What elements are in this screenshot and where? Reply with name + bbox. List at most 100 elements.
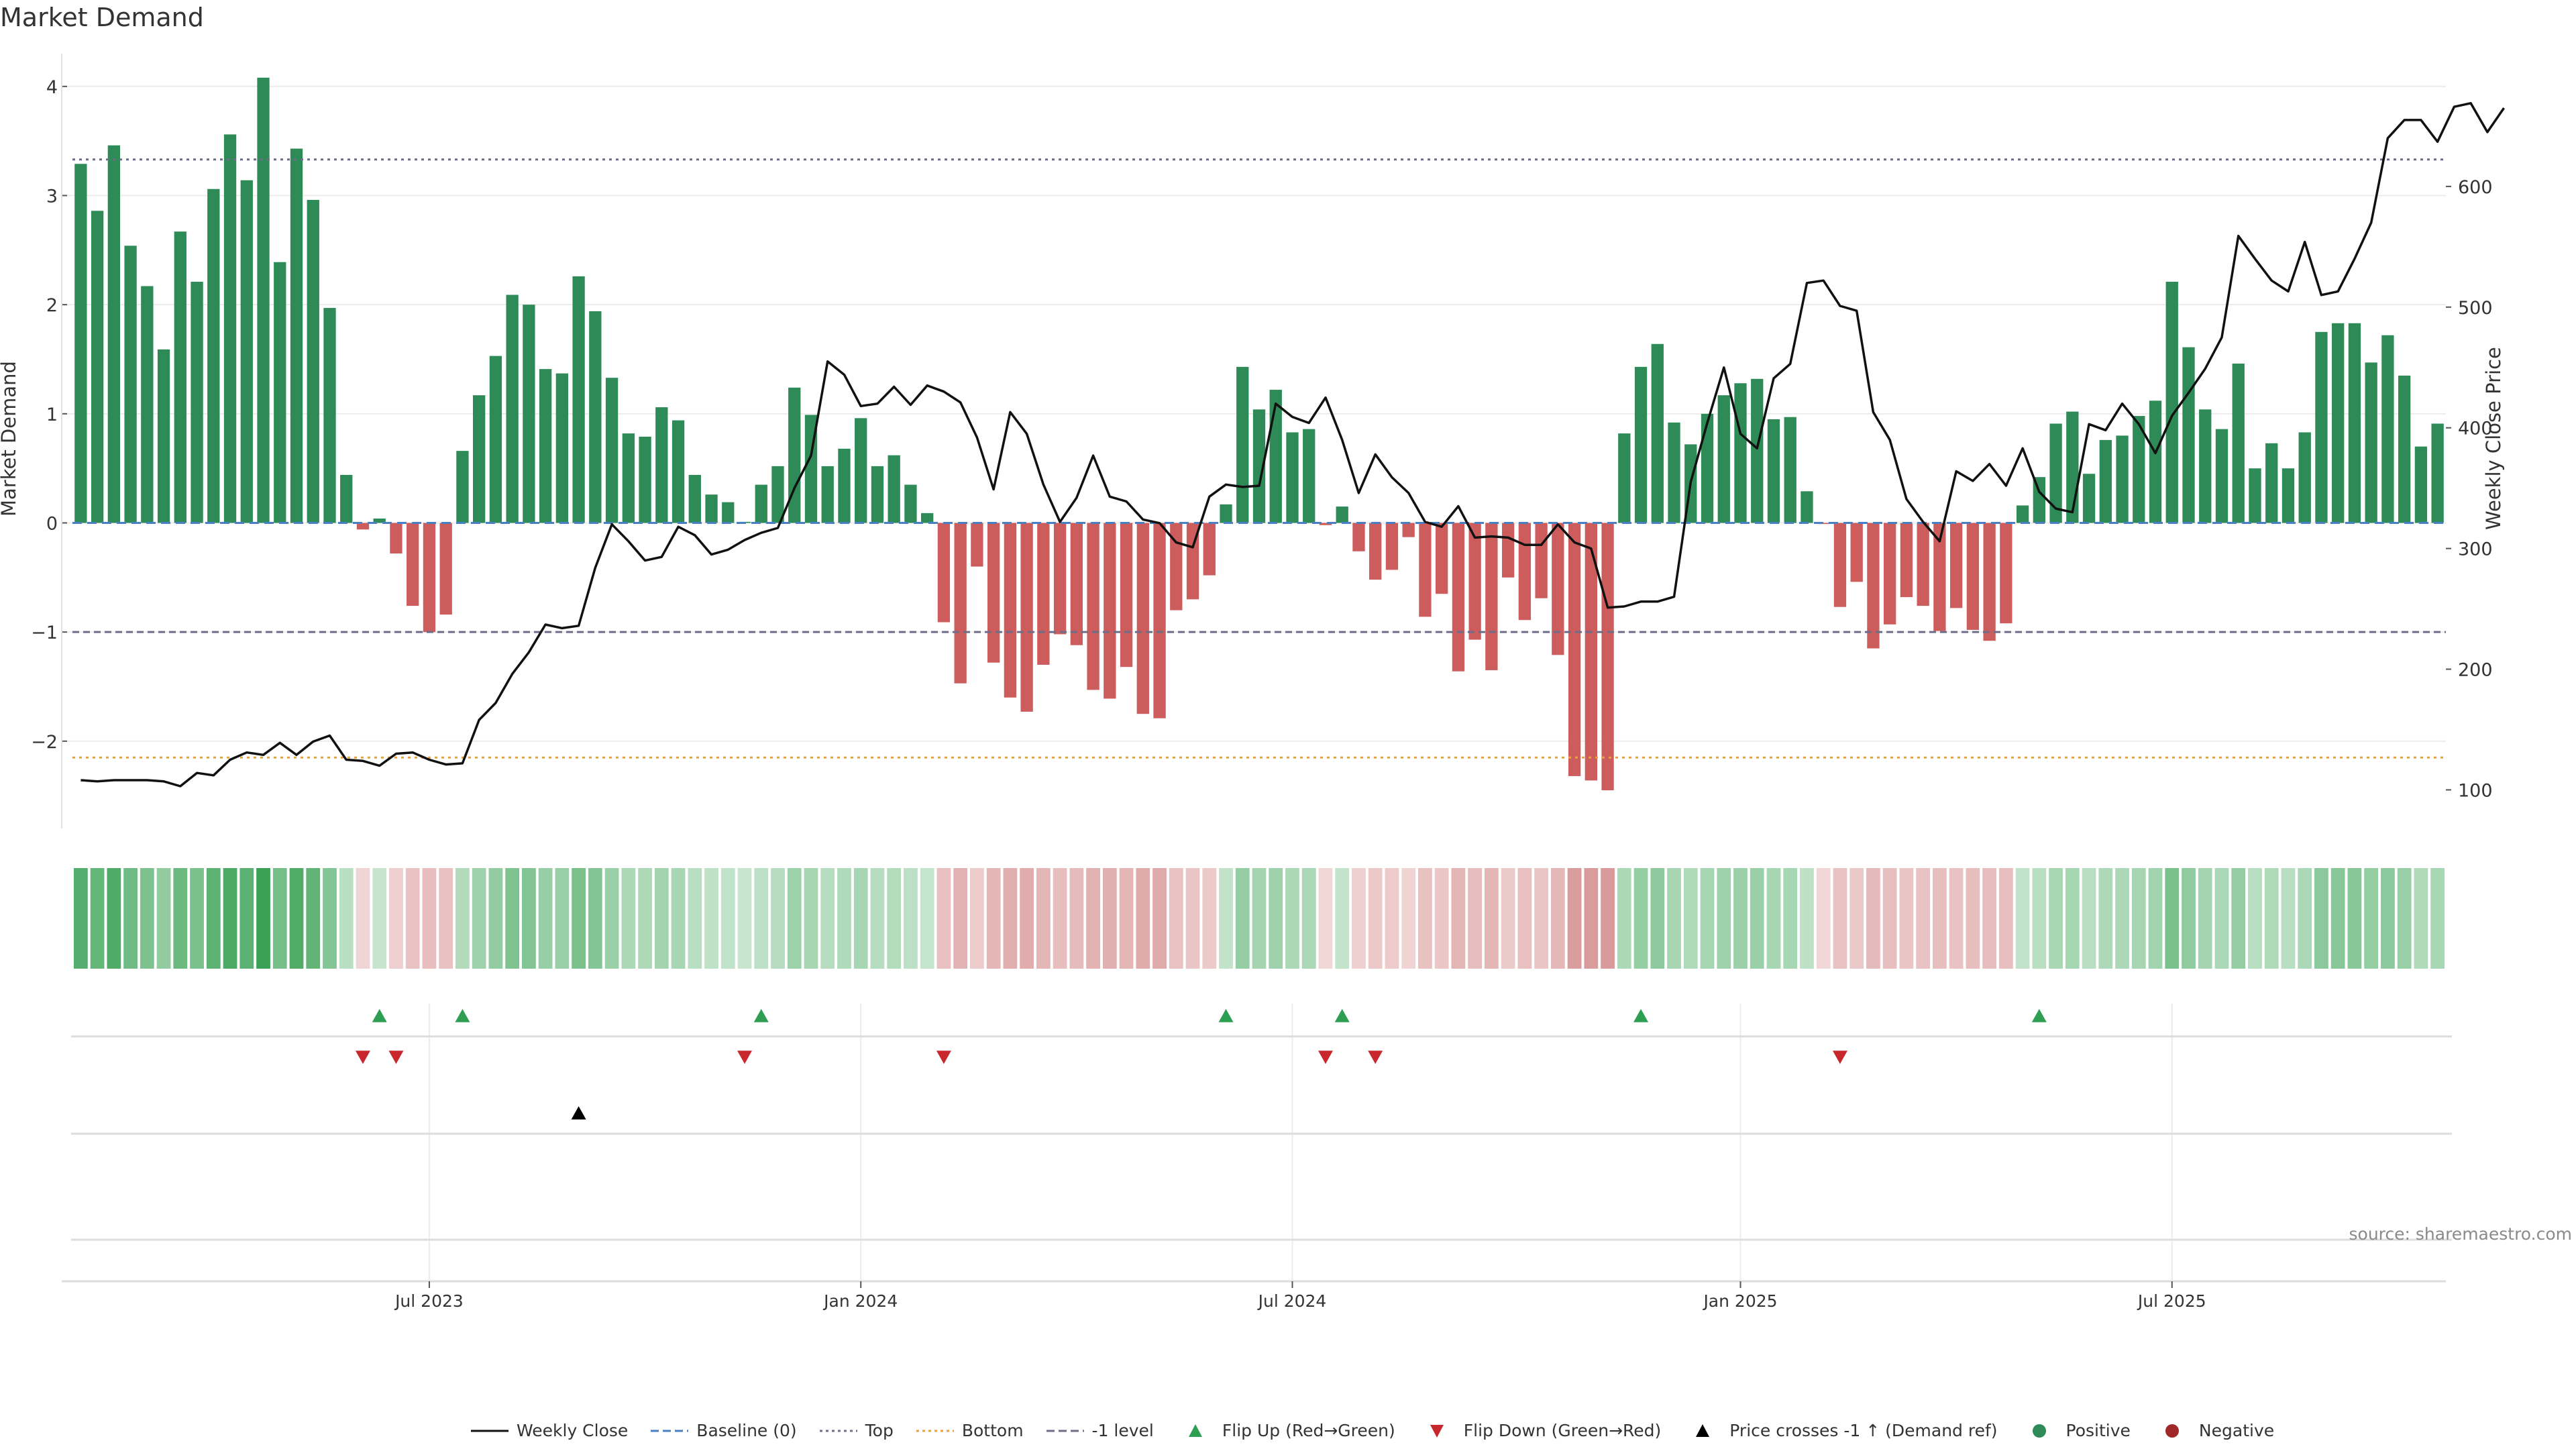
heat-cell [272,868,287,969]
heat-cell [771,868,785,969]
heat-cell [953,868,968,969]
heat-cell [488,868,503,969]
demand-bar [2249,468,2261,523]
heat-cell [2214,868,2229,969]
heat-cell [1468,868,1483,969]
demand-bar [838,448,851,523]
demand-bar [2232,364,2245,523]
heat-cell [1003,868,1018,969]
heat-cell [2430,868,2445,969]
demand-bar [622,433,635,523]
heat-cell [671,868,686,969]
demand-bar [456,451,469,523]
heat-cell [936,868,951,969]
y-tick-label: 1 [46,405,58,425]
heat-cell [1916,868,1931,969]
demand-bar [141,286,154,523]
heat-cell [439,868,453,969]
heat-cell [1982,868,1997,969]
heat-cell [787,868,802,969]
heat-cell [904,868,918,969]
demand-bar [821,466,834,523]
demand-bar [722,502,735,523]
heat-cell [2281,868,2296,969]
heat-cell [1899,868,1914,969]
demand-bar [555,373,569,523]
demand-bar [1966,523,1980,630]
heat-cell [720,868,735,969]
source-note: source: sharemaestro.com [2349,1224,2573,1244]
demand-bar [605,378,619,523]
demand-bar [356,523,370,530]
demand-bar [1668,422,1680,523]
demand-bar [1651,343,1664,523]
legend-swatch [2032,1424,2046,1438]
heat-cell [837,868,851,969]
y2-tick-label: 100 [2458,780,2493,801]
demand-bar [572,276,585,523]
heat-cell [555,868,570,969]
heat-cell [1949,868,1964,969]
chart-title: Market Demand [0,3,204,32]
heat-cell [1053,868,1067,969]
heat-cell [1998,868,2013,969]
demand-bar [257,77,270,523]
legend-swatch [2165,1424,2179,1438]
heat-cell [2165,868,2180,969]
heat-cell [1401,868,1416,969]
demand-bar [1801,491,1813,523]
demand-bar [888,455,900,523]
heat-cell [2148,868,2163,969]
demand-bar [1501,523,1515,578]
heat-cell [1650,868,1665,969]
heat-cell [1202,868,1217,969]
heat-cell [1102,868,1117,969]
legend-item: Flip Down (Green→Red) [1417,1421,1661,1440]
heat-cell [1816,868,1831,969]
demand-bar [1884,523,1896,625]
heat-cell [2115,868,2129,969]
heat-cell [870,868,885,969]
heat-cell [323,868,337,969]
demand-bar [1634,366,1648,523]
demand-bar [1867,523,1880,649]
heat-cell [2264,868,2279,969]
demand-bar [1419,523,1432,617]
price-cross-marker [571,1106,586,1120]
heat-cell [2198,868,2212,969]
heat-cell [1617,868,1631,969]
flip-up-marker [1218,1009,1234,1022]
demand-bar [373,519,386,523]
heat-cell [1335,868,1350,969]
demand-bar [1552,523,1564,655]
demand-bar [1186,523,1199,600]
heat-cell [820,868,835,969]
demand-bar [1269,390,1282,523]
y2-tick-label: 500 [2458,298,2493,319]
heat-cell [2248,868,2262,969]
demand-bar [2215,429,2229,523]
demand-bar [290,148,303,523]
legend-label: Top [865,1421,894,1440]
heat-cell [90,868,105,969]
heat-cell [754,868,769,969]
heat-cell [2182,868,2196,969]
heat-cell [572,868,586,969]
demand-bar [655,407,668,523]
legend-swatch [1046,1430,1084,1432]
legend-item: Weekly Close [470,1421,628,1440]
heat-cell [1385,868,1399,969]
heat-cell [1717,868,1731,969]
heat-cell [1484,868,1499,969]
heat-cell [190,868,204,969]
demand-bar [223,134,237,523]
demand-bar [1568,523,1581,776]
demand-bar [1104,523,1116,699]
flip-down-marker [936,1051,951,1064]
flip-down-marker [355,1051,370,1064]
heat-cell [604,868,619,969]
demand-bar [207,189,220,523]
heat-cell [1169,868,1183,969]
legend-swatch [1696,1424,1710,1437]
heat-cell [1633,868,1648,969]
